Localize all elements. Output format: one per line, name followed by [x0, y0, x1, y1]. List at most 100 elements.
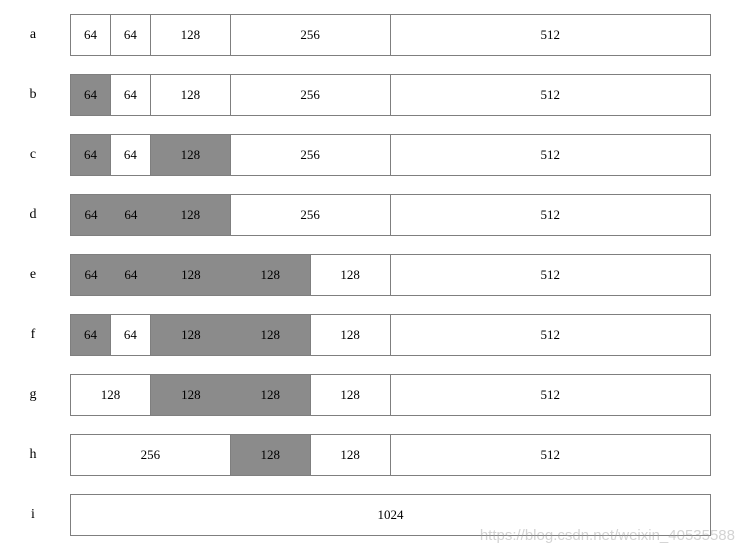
- segment-size-label: 128: [340, 447, 360, 462]
- memory-row: h 256 128 128 512: [0, 434, 737, 476]
- memory-segment-free: 128: [310, 315, 391, 355]
- segment-size-label: 64: [123, 87, 137, 102]
- memory-segment-free: 128: [310, 255, 391, 295]
- memory-segment-free: 128: [150, 15, 231, 55]
- segment-size-label: 512: [540, 327, 561, 342]
- segment-size-label: 512: [540, 87, 561, 102]
- memory-segment-allocated: 128: [150, 315, 231, 355]
- memory-segment-free: 128: [71, 375, 151, 415]
- memory-segment-allocated: 64: [71, 135, 111, 175]
- memory-bar: 64 64 128 256 512: [70, 194, 711, 236]
- memory-segment-free: 64: [110, 15, 151, 55]
- memory-segment-free: 512: [390, 375, 710, 415]
- segment-size-label: 64: [123, 27, 137, 42]
- memory-segment-allocated: 128: [230, 375, 311, 415]
- memory-row: c 64 64 128 256 512: [0, 134, 737, 176]
- memory-bar: 256 128 128 512: [70, 434, 711, 476]
- segment-size-label: 128: [180, 27, 201, 42]
- segment-size-label: 256: [300, 87, 320, 102]
- memory-segment-free: 64: [110, 315, 151, 355]
- memory-segment-allocated: 128: [230, 435, 311, 475]
- segment-size-label: 256: [300, 207, 320, 222]
- memory-segment-free: 64: [71, 15, 111, 55]
- memory-segment-allocated: 128: [150, 195, 231, 235]
- memory-row: b 64 64 128 256 512: [0, 74, 737, 116]
- segment-size-label: 64: [123, 327, 137, 342]
- segment-size-label: 64: [124, 267, 138, 282]
- row-label: g: [29, 387, 37, 402]
- memory-bar: 64 64 128 256 512: [70, 134, 711, 176]
- segment-size-label: 128: [181, 327, 201, 342]
- row-label: d: [29, 207, 37, 222]
- memory-segment-allocated: 128: [150, 135, 231, 175]
- segment-size-label: 64: [84, 267, 98, 282]
- segment-size-label: 256: [300, 27, 320, 42]
- segment-size-label: 64: [83, 327, 97, 342]
- memory-segment-allocated: 128: [230, 315, 311, 355]
- memory-segment-free: 512: [390, 435, 710, 475]
- memory-segment-allocated: 64: [71, 255, 111, 295]
- row-label: i: [31, 507, 35, 522]
- segment-size-label: 64: [123, 147, 137, 162]
- segment-size-label: 128: [180, 207, 201, 222]
- memory-segment-free: 256: [230, 195, 391, 235]
- memory-segment-free: 1024: [71, 495, 710, 535]
- memory-row: f 64 64 128 128 128 512: [0, 314, 737, 356]
- segment-size-label: 128: [340, 387, 360, 402]
- segment-size-label: 128: [260, 387, 280, 402]
- memory-row: d 64 64 128 256 512: [0, 194, 737, 236]
- memory-segment-free: 512: [390, 15, 710, 55]
- memory-segment-free: 512: [390, 195, 710, 235]
- memory-segment-allocated: 128: [150, 375, 231, 415]
- memory-segment-free: 512: [390, 75, 710, 115]
- segment-size-label: 64: [83, 87, 97, 102]
- memory-row: g 128 128 128 128 512: [0, 374, 737, 416]
- memory-segment-allocated: 64: [71, 315, 111, 355]
- memory-bar: 64 64 128 256 512: [70, 14, 711, 56]
- segment-size-label: 512: [540, 147, 561, 162]
- memory-row: a 64 64 128 256 512: [0, 14, 737, 56]
- segment-size-label: 512: [540, 267, 561, 282]
- segment-size-label: 128: [181, 387, 201, 402]
- segment-size-label: 256: [140, 447, 161, 462]
- row-label: f: [30, 327, 36, 342]
- memory-segment-free: 128: [310, 375, 391, 415]
- segment-size-label: 64: [83, 147, 97, 162]
- memory-segment-free: 512: [390, 255, 710, 295]
- memory-segment-free: 256: [230, 15, 391, 55]
- memory-segment-free: 256: [230, 135, 391, 175]
- memory-segment-allocated: 64: [71, 195, 111, 235]
- memory-segment-allocated: 64: [110, 195, 151, 235]
- memory-segment-free: 64: [110, 75, 151, 115]
- watermark-url: https://blog.csdn.net/weixin_40535588: [479, 527, 735, 544]
- memory-segment-allocated: 64: [71, 75, 111, 115]
- segment-size-label: 512: [540, 447, 561, 462]
- memory-segment-free: 128: [150, 75, 231, 115]
- segment-size-label: 512: [540, 387, 561, 402]
- segment-size-label: 1024: [377, 507, 404, 522]
- memory-bar: 64 64 128 128 128 512: [70, 314, 711, 356]
- memory-bar: 64 64 128 128 128 512: [70, 254, 711, 296]
- segment-size-label: 512: [540, 27, 561, 42]
- segment-size-label: 128: [181, 267, 201, 282]
- memory-segment-free: 64: [110, 135, 151, 175]
- memory-segment-free: 512: [390, 135, 710, 175]
- segment-size-label: 64: [84, 207, 98, 222]
- memory-bar: 1024: [70, 494, 711, 536]
- row-label: b: [29, 87, 37, 102]
- memory-segment-allocated: 128: [230, 255, 311, 295]
- segment-size-label: 128: [260, 327, 280, 342]
- memory-segment-free: 512: [390, 315, 710, 355]
- row-label: h: [29, 447, 37, 462]
- memory-segment-allocated: 128: [150, 255, 231, 295]
- segment-size-label: 64: [124, 207, 138, 222]
- segment-size-label: 128: [340, 267, 360, 282]
- memory-row: i 1024: [0, 494, 737, 536]
- memory-segment-free: 256: [230, 75, 391, 115]
- memory-row: e 64 64 128 128 128 512: [0, 254, 737, 296]
- memory-segment-free: 256: [71, 435, 231, 475]
- segment-size-label: 128: [100, 387, 121, 402]
- memory-segment-allocated: 64: [110, 255, 151, 295]
- row-label: c: [29, 147, 37, 162]
